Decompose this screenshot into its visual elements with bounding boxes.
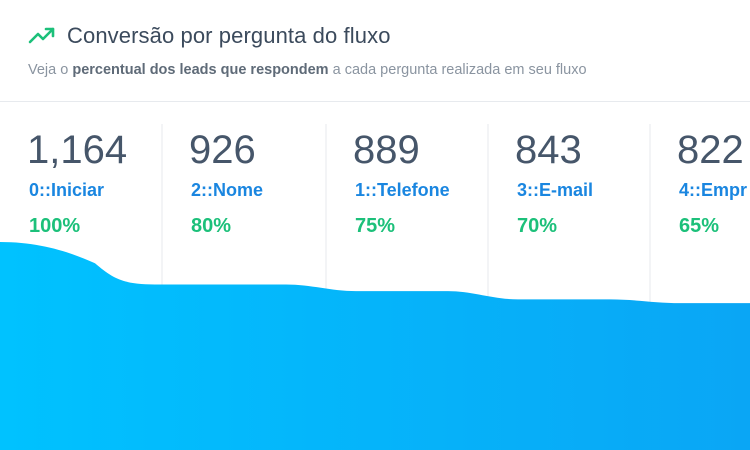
step-label: 0::Iniciar bbox=[29, 180, 105, 200]
subtitle-post: a cada pergunta realizada em seu fluxo bbox=[328, 62, 587, 78]
step-percent: 80% bbox=[191, 215, 232, 237]
trending-up-icon bbox=[28, 26, 56, 46]
funnel-area bbox=[0, 242, 750, 450]
step-label: 1::Telefone bbox=[355, 180, 450, 200]
step-percent: 75% bbox=[355, 215, 396, 237]
step-percent: 65% bbox=[679, 215, 720, 237]
subtitle-pre: Veja o bbox=[28, 62, 73, 78]
subtitle-bold: percentual dos leads que respondem bbox=[72, 62, 329, 78]
card-subtitle: Veja o percentual dos leads que responde… bbox=[28, 62, 587, 78]
step-count: 889 bbox=[353, 128, 420, 172]
step-label: 3::E-mail bbox=[517, 180, 594, 200]
step-label: 4::Empr bbox=[679, 180, 748, 200]
step-count: 822 bbox=[677, 128, 744, 172]
step-percent: 100% bbox=[29, 215, 81, 237]
step-label: 2::Nome bbox=[191, 180, 264, 200]
step-count: 926 bbox=[189, 128, 256, 172]
funnel-chart: 1,164 0::Iniciar 100% 926 2::Nome 80% 889 1::Te… bbox=[0, 102, 750, 450]
title-row: Conversão por pergunta do fluxo bbox=[28, 22, 391, 50]
funnel-area-svg bbox=[0, 124, 750, 450]
card-header: Conversão por pergunta do fluxo Veja o p… bbox=[0, 0, 750, 102]
card-title: Conversão por pergunta do fluxo bbox=[67, 23, 391, 48]
step-percent: 70% bbox=[517, 215, 558, 237]
step-count: 843 bbox=[515, 128, 582, 172]
step-count: 1,164 bbox=[27, 128, 128, 172]
